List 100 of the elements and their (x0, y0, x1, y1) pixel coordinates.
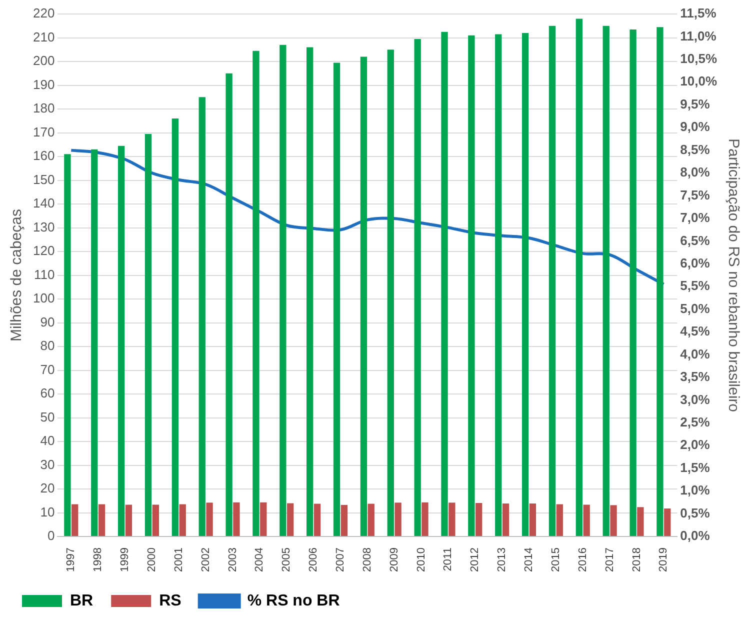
y2-tick-label: 1,5% (680, 460, 710, 475)
y2-tick-label: 0,5% (680, 505, 710, 520)
x-tick-label: 2003 (226, 548, 239, 572)
bar (314, 504, 321, 536)
y-tick-label: 140 (32, 196, 55, 211)
y-tick-label: 170 (32, 124, 55, 140)
bar (422, 502, 428, 536)
bar (529, 504, 536, 536)
bar (502, 504, 510, 536)
bar (98, 504, 106, 536)
y-tick-label: 70 (40, 362, 55, 377)
x-tick-label: 2010 (415, 548, 428, 572)
y-tick-label: 130 (32, 219, 55, 234)
x-tick-label: 2017 (604, 548, 616, 572)
x-tick-label: 2007 (334, 548, 347, 572)
y-tick-label: 60 (40, 386, 55, 401)
y2-tick-label: 6,0% (680, 255, 710, 270)
x-tick-label: 2001 (172, 548, 185, 572)
y-tick-label: 90 (40, 314, 55, 330)
y-tick-label: 20 (40, 480, 55, 496)
y-tick-label: 110 (34, 266, 55, 282)
x-tick-label: 2014 (523, 548, 536, 572)
bar (118, 146, 125, 536)
bar (144, 134, 152, 536)
bar (91, 149, 98, 536)
x-tick-label: 2009 (388, 548, 400, 572)
y-tick-label: 150 (32, 172, 55, 187)
y2-tick-label: 1,0% (680, 482, 710, 498)
bar (387, 50, 394, 536)
bar (630, 29, 636, 536)
bar (280, 44, 286, 536)
bar (306, 47, 314, 536)
y2-tick-label: 8,5% (680, 142, 710, 157)
y-tick-label: 10 (40, 504, 55, 520)
x-tick-label: 2006 (308, 548, 320, 572)
y2-tick-label: 3,0% (680, 392, 710, 407)
bar (340, 504, 348, 536)
y2-tick-label: 4,0% (680, 346, 710, 362)
legend-label: % RS no BR (247, 592, 340, 610)
bar (522, 33, 529, 536)
bar (64, 154, 71, 536)
y2-tick-label: 0,0% (680, 528, 710, 544)
bar (394, 502, 402, 536)
y-tick-label: 160 (32, 148, 55, 164)
bar (548, 26, 556, 536)
y2-tick-label: 4,5% (680, 324, 710, 339)
y2-tick-label: 3,5% (680, 369, 710, 384)
x-tick-label: 1998 (92, 548, 104, 572)
x-tick-label: 2016 (576, 548, 589, 572)
y2-tick-label: 5,5% (680, 278, 710, 294)
y2-tick-label: 6,5% (680, 232, 710, 248)
x-tick-label: 1999 (119, 548, 132, 572)
bar (610, 505, 617, 536)
bar (556, 504, 563, 536)
bar (226, 73, 232, 536)
y-tick-label: 80 (40, 338, 55, 354)
x-tick-label: 2000 (146, 548, 158, 572)
x-tick-label: 2012 (469, 548, 482, 572)
bar (333, 62, 340, 536)
x-tick-label: 2019 (658, 548, 670, 572)
legend-label: RS (159, 592, 182, 610)
bar (260, 502, 267, 536)
y-axis-title: Milhões de cabeças (8, 208, 26, 342)
bar (441, 32, 448, 536)
y-tick-label: 30 (40, 456, 55, 472)
y2-tick-label: 11,0% (680, 28, 717, 44)
bar (583, 504, 590, 536)
y2-tick-label: 9,0% (680, 119, 710, 134)
y-tick-label: 190 (32, 76, 55, 92)
bar (448, 502, 456, 536)
bar (368, 504, 374, 536)
bar (476, 503, 482, 536)
bar (602, 26, 610, 536)
bar (206, 502, 213, 536)
legend-label: BR (70, 592, 94, 610)
y2-axis-title: Participação do RS no rebanho brasileiro (724, 138, 742, 412)
y2-tick-label: 8,0% (680, 164, 710, 180)
x-tick-label: 2018 (630, 548, 643, 572)
x-tick-label: 2013 (496, 548, 508, 572)
y-tick-label: 180 (32, 100, 55, 116)
y-tick-label: 50 (40, 409, 55, 424)
bar (664, 508, 671, 536)
y2-tick-label: 5,0% (680, 300, 710, 316)
y2-tick-label: 2,5% (680, 414, 710, 430)
bar (468, 35, 475, 536)
x-tick-label: 1997 (65, 548, 78, 572)
bar (172, 118, 179, 536)
bar (414, 38, 421, 536)
x-tick-label: 2015 (550, 548, 562, 572)
bar (656, 27, 664, 536)
bar (233, 502, 240, 536)
y2-tick-label: 10,5% (680, 51, 718, 66)
y2-tick-label: 9,5% (680, 96, 710, 112)
bar (125, 504, 132, 536)
bar (179, 504, 186, 536)
x-tick-label: 2005 (280, 548, 293, 572)
bar (360, 56, 368, 536)
y-tick-label: 120 (32, 243, 55, 258)
y-tick-label: 40 (40, 433, 55, 448)
y2-tick-label: 11,5% (680, 6, 717, 21)
